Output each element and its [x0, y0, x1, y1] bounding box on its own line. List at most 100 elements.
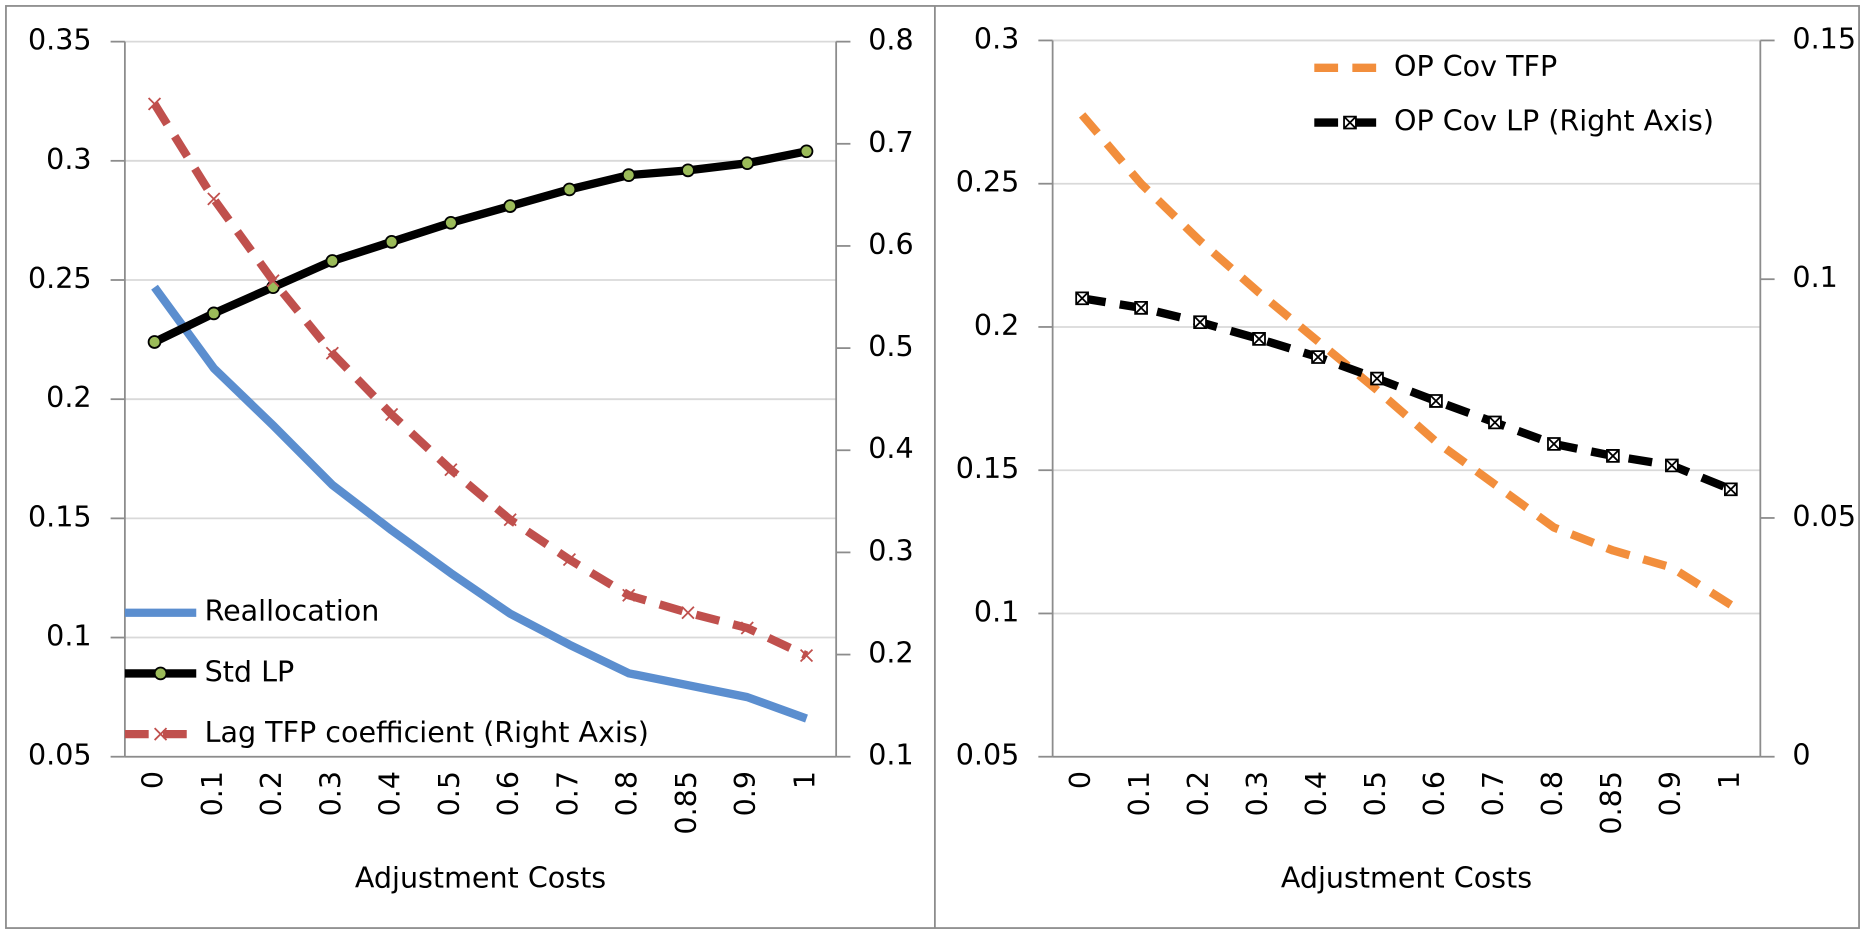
series-line — [1078, 112, 1734, 609]
marker — [206, 306, 221, 321]
marker — [1724, 482, 1738, 497]
x-tick-label: 0.6 — [491, 771, 525, 816]
y-tick-label: 0.05 — [28, 738, 92, 772]
x-tick-label: 0.5 — [432, 771, 466, 816]
marker — [1343, 115, 1357, 130]
x-tick-label: 0.9 — [1653, 771, 1687, 816]
series-line — [151, 284, 808, 723]
marker — [385, 407, 399, 422]
y-tick-label: 0.25 — [956, 165, 1020, 199]
x-tick-label: 0.2 — [1181, 771, 1215, 816]
y-tick-label: 0.1 — [46, 619, 91, 653]
marker — [681, 163, 695, 178]
marker — [266, 280, 280, 294]
x-tick-label: 1 — [788, 771, 822, 789]
marker — [1429, 394, 1443, 408]
marker — [562, 552, 577, 567]
x-tick-label: 0 — [136, 771, 170, 789]
x-tick-label: 0.8 — [610, 771, 644, 816]
y2-tick-label: 0.15 — [1792, 21, 1856, 55]
marker — [1370, 371, 1384, 386]
y2-tick-label: 0.5 — [868, 329, 913, 363]
legend-label: OP Cov TFP — [1394, 49, 1557, 83]
marker — [1665, 458, 1679, 473]
marker — [740, 621, 754, 635]
x-tick-label: 0.7 — [550, 771, 584, 816]
marker — [1606, 449, 1620, 463]
series-line — [150, 101, 809, 660]
marker — [562, 182, 577, 197]
marker — [621, 168, 636, 182]
marker — [740, 156, 755, 171]
marker — [622, 588, 636, 602]
y2-tick-label: 0.6 — [868, 227, 913, 261]
y2-tick-label: 0.2 — [868, 636, 913, 670]
marker — [503, 513, 517, 527]
marker — [1311, 350, 1325, 364]
y2-tick-label: 0.4 — [868, 431, 913, 465]
x-tick-label: 0.4 — [373, 771, 407, 816]
legend-label: OP Cov LP (Right Axis) — [1394, 104, 1714, 138]
marker — [444, 463, 458, 477]
marker — [1075, 291, 1089, 306]
marker — [681, 606, 695, 620]
x-tick-label: 0.8 — [1535, 771, 1569, 816]
x-tick-label: 0.3 — [313, 771, 347, 816]
marker — [503, 199, 517, 213]
x-tick-label: 0.7 — [1476, 771, 1510, 816]
y-tick-label: 0.35 — [28, 23, 92, 57]
marker — [147, 97, 162, 111]
marker — [266, 274, 280, 288]
x-axis-title: Adjustment Costs — [1281, 860, 1532, 894]
x-tick-label: 0.2 — [254, 771, 288, 816]
marker — [1547, 437, 1561, 451]
y-tick-label: 0.15 — [28, 499, 92, 533]
marker — [207, 192, 221, 206]
y2-tick-label: 0 — [1792, 738, 1810, 772]
y-tick-label: 0.25 — [28, 261, 92, 295]
marker — [384, 235, 399, 249]
marker — [325, 254, 340, 268]
legend-label: Lag TFP coefficient (Right Axis) — [205, 715, 649, 749]
y-tick-label: 0.2 — [974, 308, 1019, 342]
marker — [153, 666, 168, 681]
marker — [147, 335, 162, 349]
marker — [325, 346, 339, 360]
y2-tick-label: 0.3 — [868, 533, 913, 567]
y2-tick-label: 0.1 — [1792, 260, 1837, 294]
y2-tick-label: 0.05 — [1792, 499, 1856, 533]
x-tick-label: 0.85 — [669, 771, 703, 835]
y-tick-label: 0.15 — [956, 451, 1020, 485]
marker — [1134, 301, 1148, 315]
marker — [1252, 332, 1266, 346]
marker — [1488, 415, 1502, 430]
x-tick-label: 0.5 — [1358, 771, 1392, 816]
marker — [799, 649, 814, 663]
marker — [1193, 315, 1207, 330]
y-tick-label: 0.1 — [974, 594, 1019, 628]
legend-label: Std LP — [205, 654, 295, 688]
y-tick-label: 0.3 — [46, 142, 91, 176]
x-tick-label: 0.4 — [1299, 771, 1333, 816]
y2-tick-label: 0.1 — [868, 738, 913, 772]
y2-tick-label: 0.7 — [868, 125, 913, 159]
y-tick-label: 0.05 — [956, 738, 1020, 772]
x-tick-label: 0.1 — [1122, 771, 1156, 816]
y2-tick-label: 0.8 — [868, 23, 913, 57]
x-tick-label: 0.1 — [195, 771, 229, 816]
series-line — [152, 147, 808, 346]
y-tick-label: 0.2 — [46, 380, 91, 414]
x-tick-label: 0.3 — [1240, 771, 1274, 816]
x-tick-label: 1 — [1712, 771, 1746, 789]
x-tick-label: 0.6 — [1417, 771, 1451, 816]
legend-label: Reallocation — [205, 594, 380, 628]
marker — [153, 727, 168, 741]
y-tick-label: 0.3 — [974, 21, 1019, 55]
x-tick-label: 0.9 — [728, 771, 762, 816]
x-axis-title: Adjustment Costs — [355, 860, 606, 894]
x-tick-label: 0 — [1063, 771, 1097, 789]
x-tick-label: 0.85 — [1594, 771, 1628, 835]
marker — [444, 215, 458, 230]
marker — [799, 144, 814, 159]
